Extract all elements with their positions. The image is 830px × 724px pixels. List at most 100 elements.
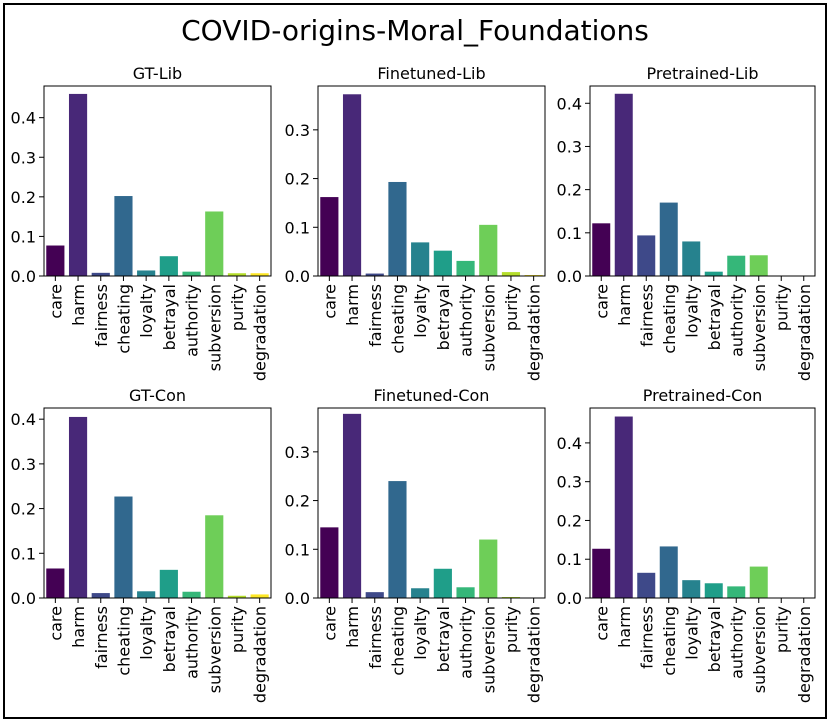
xtick-label-gt-con-degradation: degradation — [251, 606, 270, 703]
xtick-label-pretrained-lib-betrayal: betrayal — [705, 284, 724, 350]
xtick-label-finetuned-con-betrayal: betrayal — [434, 606, 453, 672]
bar-finetuned-lib-harm — [342, 94, 362, 276]
axes-frame-pretrained-con — [589, 407, 816, 599]
bar-pretrained-lib-subversion — [749, 255, 768, 276]
ytick-label-pretrained-lib-1: 0.1 — [557, 224, 582, 243]
axes-frame-pretrained-lib — [589, 85, 816, 277]
xtick-label-finetuned-lib-fairness: fairness — [366, 284, 385, 347]
axes-frame-gt-con — [43, 407, 272, 599]
subplot-title-gt-con: GT-Con — [129, 386, 186, 405]
bar-pretrained-lib-care — [592, 223, 611, 276]
xtick-label-pretrained-con-degradation: degradation — [795, 606, 814, 703]
xtick-label-pretrained-lib-authority: authority — [727, 284, 746, 357]
bar-gt-con-authority — [182, 591, 201, 598]
ytick-label-pretrained-lib-3: 0.3 — [557, 137, 582, 156]
bar-gt-con-loyalty — [137, 591, 156, 598]
bar-finetuned-con-betrayal — [433, 568, 452, 598]
axes-frame-finetuned-lib — [317, 85, 546, 277]
subplot-title-pretrained-lib: Pretrained-Lib — [647, 64, 759, 83]
bar-finetuned-con-authority — [456, 587, 475, 598]
xtick-label-pretrained-lib-cheating: cheating — [660, 284, 679, 354]
bar-gt-con-harm — [68, 416, 88, 598]
bar-pretrained-con-fairness — [637, 572, 656, 598]
xtick-label-pretrained-lib-purity: purity — [772, 284, 791, 331]
axes-frame-gt-lib — [43, 85, 272, 277]
subplot-title-pretrained-con: Pretrained-Con — [643, 386, 763, 405]
bar-pretrained-lib-authority — [727, 255, 746, 276]
subplot-finetuned-lib: Finetuned-Lib 0.0 0.1 0.2 0.3 care harm fairnes… — [285, 64, 546, 381]
bar-finetuned-con-fairness — [365, 592, 384, 598]
xtick-label-pretrained-lib-fairness: fairness — [637, 284, 656, 347]
bar-finetuned-lib-authority — [456, 260, 475, 276]
figure-frame — [3, 3, 827, 719]
xtick-label-pretrained-con-fairness: fairness — [637, 606, 656, 669]
ytick-label-pretrained-con-1: 0.1 — [557, 550, 582, 569]
xtick-label-finetuned-con-care: care — [320, 606, 339, 641]
xtick-label-gt-lib-loyalty: loyalty — [137, 284, 156, 338]
xtick-label-finetuned-lib-purity: purity — [502, 284, 521, 331]
xtick-label-pretrained-con-authority: authority — [727, 606, 746, 679]
ytick-label-pretrained-con-4: 0.4 — [557, 434, 582, 453]
xtick-label-gt-con-harm: harm — [69, 606, 88, 648]
xtick-label-pretrained-con-care: care — [592, 606, 611, 641]
bar-gt-con-purity — [227, 595, 247, 598]
bar-finetuned-con-cheating — [388, 481, 407, 598]
subplot-pretrained-lib: Pretrained-Lib 0.0 0.1 0.2 0.3 0.4 care harm fai… — [557, 64, 816, 381]
subplot-gt-lib: GT-Lib 0.0 0.1 0.2 0.3 0.4 care harm fairness che… — [11, 64, 272, 381]
bar-pretrained-lib-betrayal — [704, 271, 723, 276]
xtick-label-finetuned-lib-harm: harm — [343, 284, 362, 326]
xtick-label-gt-con-care: care — [46, 606, 65, 641]
ytick-label-gt-con-1: 0.1 — [11, 544, 36, 563]
xtick-label-finetuned-lib-loyalty: loyalty — [411, 284, 430, 338]
subplot-title-finetuned-con: Finetuned-Con — [374, 386, 490, 405]
bar-gt-con-betrayal — [159, 569, 178, 598]
xtick-label-gt-con-betrayal: betrayal — [160, 606, 179, 672]
xtick-label-gt-lib-harm: harm — [69, 284, 88, 326]
bar-gt-con-subversion — [205, 515, 224, 598]
ytick-label-finetuned-lib-1: 0.1 — [285, 218, 310, 237]
bar-pretrained-con-cheating — [659, 546, 678, 598]
subplot-title-gt-lib: GT-Lib — [133, 64, 182, 83]
bar-gt-con-degradation — [250, 594, 269, 598]
ytick-label-pretrained-con-0: 0.0 — [557, 589, 582, 608]
bar-gt-lib-degradation — [250, 273, 269, 276]
bar-pretrained-lib-fairness — [637, 235, 656, 276]
xtick-label-gt-con-subversion: subversion — [205, 606, 224, 693]
bar-finetuned-lib-fairness — [365, 273, 384, 276]
xtick-label-finetuned-con-harm: harm — [343, 606, 362, 648]
xtick-label-pretrained-con-loyalty: loyalty — [682, 606, 701, 660]
xtick-label-finetuned-con-subversion: subversion — [479, 606, 498, 693]
xtick-label-gt-lib-care: care — [46, 284, 65, 319]
xtick-label-pretrained-lib-subversion: subversion — [750, 284, 769, 371]
bar-pretrained-con-betrayal — [704, 583, 723, 598]
xtick-label-pretrained-lib-harm: harm — [615, 284, 634, 326]
bar-finetuned-lib-loyalty — [411, 242, 430, 276]
bar-finetuned-lib-purity — [501, 272, 521, 276]
xtick-label-gt-con-loyalty: loyalty — [137, 606, 156, 660]
xtick-label-pretrained-con-betrayal: betrayal — [705, 606, 724, 672]
bar-pretrained-lib-cheating — [659, 202, 678, 276]
ytick-label-gt-lib-4: 0.4 — [11, 109, 36, 128]
xtick-label-gt-lib-cheating: cheating — [114, 284, 133, 354]
bar-pretrained-con-care — [592, 548, 611, 598]
xtick-label-finetuned-con-authority: authority — [457, 606, 476, 679]
bar-gt-lib-subversion — [205, 211, 224, 276]
ytick-label-pretrained-lib-4: 0.4 — [557, 94, 582, 113]
xtick-label-gt-lib-fairness: fairness — [92, 284, 111, 347]
ytick-label-finetuned-lib-0: 0.0 — [285, 267, 310, 286]
xtick-label-finetuned-con-cheating: cheating — [388, 606, 407, 676]
ytick-label-pretrained-con-3: 0.3 — [557, 473, 582, 492]
xtick-label-finetuned-lib-subversion: subversion — [479, 284, 498, 371]
subplot-title-finetuned-lib: Finetuned-Lib — [377, 64, 485, 83]
xtick-label-pretrained-con-purity: purity — [772, 606, 791, 653]
xtick-label-gt-con-fairness: fairness — [92, 606, 111, 669]
xtick-label-gt-con-authority: authority — [183, 606, 202, 679]
bar-gt-lib-fairness — [91, 272, 110, 276]
xtick-label-gt-lib-degradation: degradation — [251, 284, 270, 381]
bar-gt-lib-loyalty — [137, 270, 156, 276]
bar-pretrained-lib-loyalty — [682, 241, 701, 276]
ytick-label-gt-con-3: 0.3 — [11, 455, 36, 474]
xtick-label-gt-lib-subversion: subversion — [205, 284, 224, 371]
bar-gt-con-cheating — [114, 496, 133, 598]
